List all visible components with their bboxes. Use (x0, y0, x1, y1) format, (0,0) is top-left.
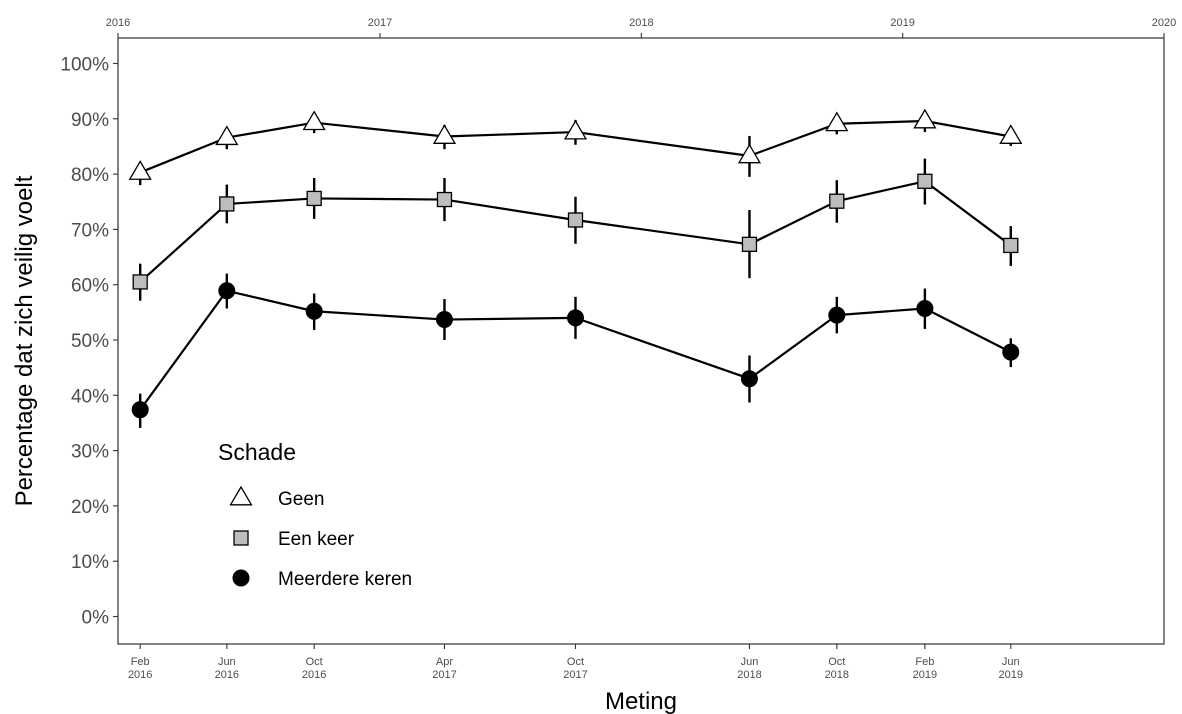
x-tick-year: 2016 (215, 669, 239, 681)
data-point (563, 119, 588, 140)
y-axis-tick-label: 0% (82, 608, 110, 629)
y-axis-tick-label: 90% (71, 110, 109, 131)
data-point (1002, 343, 1020, 361)
data-point (1003, 237, 1019, 254)
legend-key (233, 530, 249, 546)
x-tick-year: 2018 (825, 669, 849, 681)
x-axis-tick-label: Oct 2016 (302, 656, 326, 681)
x-axis-tick-label: Jun 2016 (215, 656, 239, 681)
x-tick-month: Oct (306, 656, 323, 668)
legend-item: Een keer (233, 529, 355, 550)
legend-item: Meerdere keren (232, 569, 412, 590)
y-axis-tick-label: 30% (71, 442, 109, 463)
data-point (999, 124, 1023, 144)
y-axis-tick-label: 60% (71, 276, 109, 297)
top-axis-tick-label: 2017 (368, 17, 392, 29)
data-point (131, 401, 149, 419)
y-axis-tick-label: 10% (71, 552, 109, 573)
series-0 (128, 108, 1023, 186)
data-point (829, 193, 845, 209)
data-point (566, 309, 584, 327)
data-point (302, 110, 326, 131)
legend-item: Geen (229, 485, 324, 510)
x-tick-year: 2017 (432, 669, 456, 681)
y-axis-tick-label: 80% (71, 165, 109, 186)
top-axis-tick-label: 2019 (890, 17, 914, 29)
y-axis-tick-label: 100% (60, 55, 109, 76)
x-tick-year: 2016 (302, 669, 326, 681)
y-axis-tick-label: 50% (71, 331, 109, 352)
x-tick-month: Oct (828, 656, 845, 668)
data-point (917, 173, 933, 189)
x-axis-tick-label: Oct 2017 (563, 656, 587, 681)
data-point (218, 282, 236, 300)
x-axis-tick-label: Jun 2019 (999, 656, 1023, 681)
x-tick-month: Jun (741, 656, 759, 668)
x-axis-tick-label: Oct 2018 (825, 656, 849, 681)
x-tick-month: Feb (915, 656, 934, 668)
data-point (219, 196, 235, 212)
x-axis-tick-label: Feb 2019 (913, 656, 937, 681)
x-tick-year: 2018 (737, 669, 761, 681)
data-point (306, 190, 322, 207)
data-point (913, 108, 937, 129)
data-point (435, 311, 453, 329)
x-tick-month: Oct (567, 656, 584, 668)
data-point (828, 306, 846, 324)
data-point (132, 274, 148, 290)
data-point (567, 212, 584, 228)
data-point (737, 143, 762, 164)
data-point (436, 191, 453, 208)
x-tick-month: Feb (131, 656, 150, 668)
series-2 (131, 273, 1020, 428)
legend-label: Een keer (278, 529, 355, 550)
x-tick-year: 2017 (563, 669, 587, 681)
legend-items: Geen Een keer Meerdere keren (229, 485, 412, 590)
top-axis-tick-label: 2016 (106, 17, 130, 29)
x-axis-tick-label: Apr 2017 (432, 656, 456, 681)
legend-key (229, 485, 253, 506)
top-axis-tick-label: 2018 (629, 17, 653, 29)
x-tick-year: 2016 (128, 669, 152, 681)
x-axis-tick-label: Jun 2018 (737, 656, 761, 681)
data-point (432, 124, 457, 144)
series-layer (128, 108, 1023, 428)
y-axis: 0% 10% 20% 30% 40% 50% 60% 70% 80% 90% 100% (60, 55, 118, 629)
top-axis-tick-label: 2020 (1152, 17, 1176, 29)
x-tick-year: 2019 (913, 669, 937, 681)
legend-title: Schade (218, 439, 296, 465)
x-tick-year: 2019 (999, 669, 1023, 681)
x-tick-month: Jun (218, 656, 236, 668)
data-point (128, 160, 152, 180)
legend-label: Geen (278, 489, 324, 510)
data-point (741, 236, 758, 252)
data-point (215, 125, 239, 146)
y-axis-tick-label: 20% (71, 497, 109, 518)
data-point (740, 370, 758, 388)
legend-label: Meerdere keren (278, 569, 412, 590)
y-axis-title: Percentage dat zich veilig voelt (11, 175, 38, 506)
legend: Schade Geen Een keer Meerdere keren (218, 439, 412, 590)
data-point (916, 299, 934, 317)
x-axis-title: Meting (605, 688, 677, 714)
x-axis-tick-label: Feb 2016 (128, 656, 152, 681)
top-axis: 2016 2017 2018 2019 2020 (106, 17, 1176, 38)
y-axis-tick-label: 70% (71, 220, 109, 241)
legend-key (232, 569, 250, 587)
y-axis-tick-label: 40% (71, 386, 109, 407)
data-point (305, 302, 323, 320)
series-1 (132, 158, 1019, 301)
data-point (825, 111, 849, 132)
x-tick-month: Jun (1002, 656, 1020, 668)
x-tick-month: Apr (436, 656, 453, 668)
